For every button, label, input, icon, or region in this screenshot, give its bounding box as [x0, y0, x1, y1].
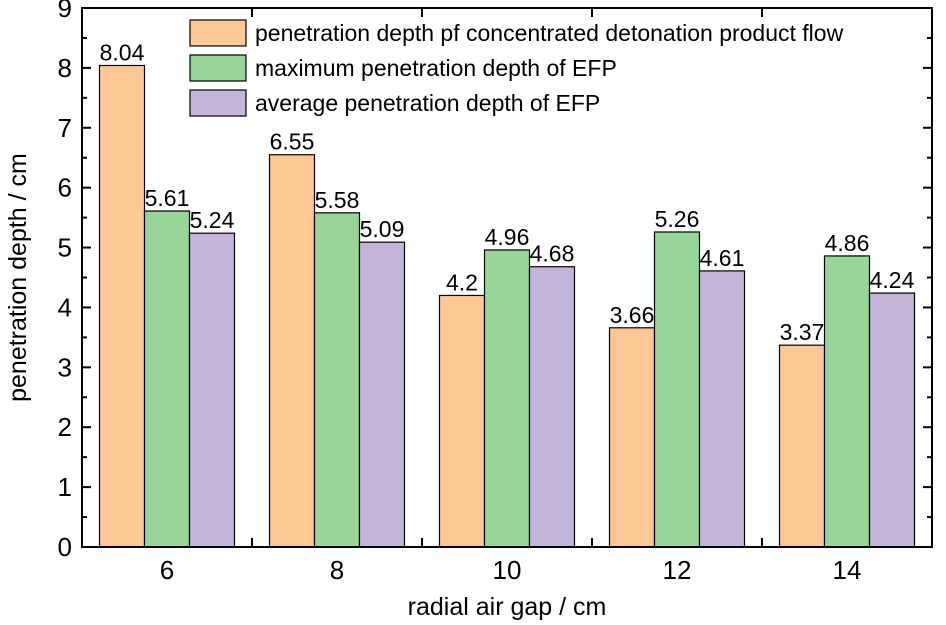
data-label-series2-10: 4.96 — [485, 224, 530, 250]
bar-series2-8 — [313, 212, 361, 548]
legend-swatch-series2 — [189, 54, 247, 82]
bar-series3-6 — [188, 232, 236, 548]
y-tick-label-1: 1 — [58, 472, 72, 502]
data-label-series2-8: 5.58 — [315, 187, 360, 213]
bar-series1-14 — [778, 344, 826, 548]
data-label-series2-6: 5.61 — [145, 185, 190, 211]
bar-series3-14 — [868, 292, 916, 548]
data-label-series1-12: 3.66 — [610, 302, 655, 328]
x-axis-title: radial air gap / cm — [408, 593, 607, 621]
bars-layer — [98, 64, 916, 548]
bar-series3-10 — [528, 266, 576, 548]
bar-series1-6 — [98, 64, 146, 548]
y-tick-label-6: 6 — [58, 173, 72, 203]
legend-swatch-series1 — [189, 19, 247, 47]
bar-series2-14 — [823, 255, 871, 548]
data-label-series1-10: 4.2 — [446, 269, 478, 295]
data-label-series3-12: 4.61 — [700, 245, 745, 271]
legend-label-series2: maximum penetration depth of EFP — [255, 55, 617, 81]
x-tick-label-6: 6 — [160, 555, 174, 585]
legend: penetration depth pf concentrated detona… — [189, 19, 844, 117]
y-tick-label-2: 2 — [58, 412, 72, 442]
y-tick-label-0: 0 — [58, 532, 72, 562]
bar-series3-12 — [698, 270, 746, 548]
x-tick-label-10: 10 — [493, 555, 522, 585]
data-label-series1-14: 3.37 — [780, 319, 825, 345]
y-tick-label-8: 8 — [58, 53, 72, 83]
y-tick-label-4: 4 — [58, 292, 72, 322]
data-label-series3-14: 4.24 — [870, 267, 915, 293]
y-axis-title: penetration depth / cm — [4, 153, 32, 402]
bar-series1-12 — [608, 327, 656, 548]
data-label-series3-10: 4.68 — [530, 241, 575, 267]
bar-series1-8 — [268, 154, 316, 548]
legend-label-series3: average penetration depth of EFP — [255, 90, 600, 116]
bar-series2-10 — [483, 249, 531, 548]
legend-label-series1: penetration depth pf concentrated detona… — [255, 20, 844, 46]
data-label-series2-14: 4.86 — [825, 230, 870, 256]
x-tick-label-8: 8 — [330, 555, 344, 585]
x-tick-label-14: 14 — [833, 555, 862, 585]
bar-series3-8 — [358, 241, 406, 548]
data-labels-layer: 8.04 5.615.24 6.55 5.585.09 4.2 4.964.68 3.66 5… — [100, 39, 915, 345]
data-label-series3-8: 5.09 — [360, 216, 405, 242]
bar-series1-10 — [438, 294, 486, 548]
y-tick-label-9: 9 — [58, 0, 72, 23]
legend-swatch-series3 — [189, 89, 247, 117]
data-label-series3-6: 5.24 — [190, 207, 235, 233]
y-tick-label-3: 3 — [58, 352, 72, 382]
y-tick-label-5: 5 — [58, 233, 72, 263]
y-tick-label-7: 7 — [58, 113, 72, 143]
data-label-series2-12: 5.26 — [655, 206, 700, 232]
data-label-series1-8: 6.55 — [270, 129, 315, 155]
bar-series2-6 — [143, 210, 191, 548]
data-label-series1-6: 8.04 — [100, 39, 145, 65]
bar-series2-12 — [653, 231, 701, 548]
x-tick-label-12: 12 — [663, 555, 692, 585]
